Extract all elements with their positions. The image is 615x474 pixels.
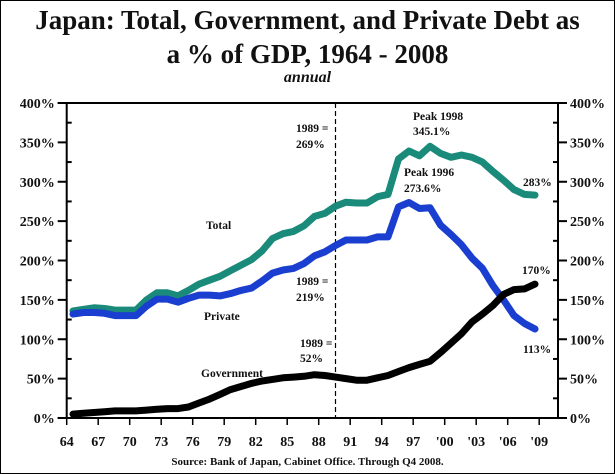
y-tick-label-left: 250% [20,215,55,230]
x-tick-label: '00 [436,435,454,450]
chart-title-line1: Japan: Total, Government, and Private De… [35,5,580,35]
x-tick-label: 97 [406,435,420,450]
y-tick-label-left: 350% [20,136,55,151]
annotation-end-total: 283% [523,177,552,189]
annotation-end-gov: 170% [522,265,551,277]
label-total: Total [206,220,231,232]
label-private: Private [204,311,240,323]
x-tick-label: 91 [343,435,357,450]
y-tick-label-right: 200% [570,255,605,270]
y-tick-label-right: 50% [570,373,598,388]
annotation-private-1989-line2: 219% [296,292,325,304]
y-tick-label-left: 300% [20,176,55,191]
x-tick-label: 82 [249,435,263,450]
y-tick-label-right: 100% [570,333,605,348]
annotation-peak-private-line2: 273.6% [404,183,441,195]
x-tick-label: 76 [186,435,200,450]
annotation-end-private: 113% [523,344,551,356]
y-tick-label-right: 150% [570,294,605,309]
chart-source: Source: Bank of Japan, Cabinet Office. T… [171,456,444,468]
label-government: Government [201,368,263,380]
y-tick-label-left: 150% [20,294,55,309]
annotation-peak-total-line2: 345.1% [413,126,450,138]
y-tick-label-left: 0% [34,412,55,427]
annotation-total-1989-line2: 269% [296,139,325,151]
chart-subtitle: annual [283,69,332,86]
y-tick-label-left: 400% [20,97,55,112]
x-tick-label: '06 [499,435,517,450]
y-tick-label-right: 400% [570,97,605,112]
annotation-peak-total-line1: Peak 1998 [413,111,463,123]
annotation-private-1989-line1: 1989 = [296,276,328,288]
x-tick-label: '09 [530,435,548,450]
y-tick-label-left: 100% [20,333,55,348]
x-tick-label: 67 [91,435,105,450]
x-tick-label: 88 [312,435,326,450]
annotation-total-1989-line1: 1989 = [296,123,328,135]
series-line-private [69,199,539,333]
chart-title-line2: a % of GDP, 1964 - 2008 [166,39,449,69]
annotation-gov-1989-line1: 1989 = [300,338,332,350]
y-tick-label-right: 300% [570,176,605,191]
y-tick-label-right: 250% [570,215,605,230]
x-tick-label: 70 [123,435,137,450]
series-line-government [69,280,539,418]
y-tick-label-right: 350% [570,136,605,151]
series-line-total [69,142,539,315]
y-tick-label-left: 200% [20,255,55,270]
x-tick-label: 79 [217,435,231,450]
annotation-peak-private-line1: Peak 1996 [404,167,454,179]
y-tick-label-left: 50% [27,373,55,388]
annotation-gov-1989-line2: 52% [300,353,323,365]
y-tick-label-right: 0% [570,412,591,427]
x-tick-label: 94 [375,435,389,450]
x-tick-label: 73 [154,435,168,450]
x-tick-label: '03 [467,435,485,450]
x-tick-label: 85 [280,435,294,450]
x-tick-label: 64 [60,435,74,450]
